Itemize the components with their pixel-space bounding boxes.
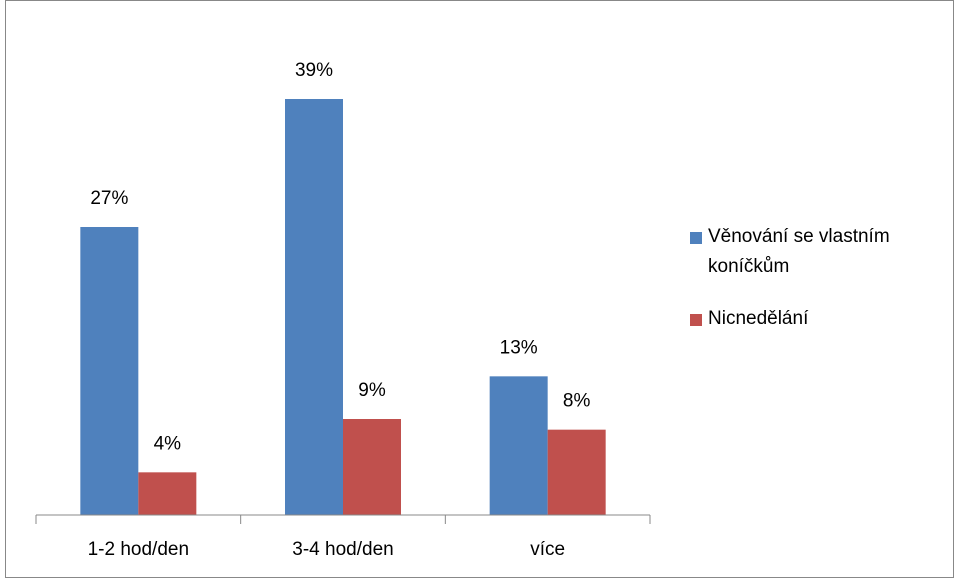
bar — [80, 227, 139, 515]
legend-entry: Nicnedělání — [708, 308, 809, 329]
bar — [138, 472, 197, 515]
data-label: 39% — [295, 60, 333, 81]
bar — [285, 99, 343, 515]
legend-label: Nicnedělání — [708, 308, 809, 329]
data-label: 27% — [90, 188, 128, 209]
x-tick-label: 3-4 hod/den — [292, 539, 393, 560]
legend-swatch — [690, 232, 702, 244]
bar — [547, 429, 606, 515]
x-tick-label: 1-2 hod/den — [88, 539, 189, 560]
bar — [343, 419, 401, 515]
legend-swatch — [690, 314, 702, 326]
bar — [489, 376, 548, 515]
x-tick-label: více — [530, 539, 565, 560]
data-label: 4% — [154, 433, 182, 454]
legend-label: Věnování se vlastním koníčkům — [708, 226, 890, 277]
data-label: 8% — [563, 391, 591, 412]
data-label: 9% — [358, 380, 386, 401]
data-label: 13% — [500, 337, 538, 358]
legend-entry: Věnování se vlastním koníčkům — [708, 226, 890, 277]
